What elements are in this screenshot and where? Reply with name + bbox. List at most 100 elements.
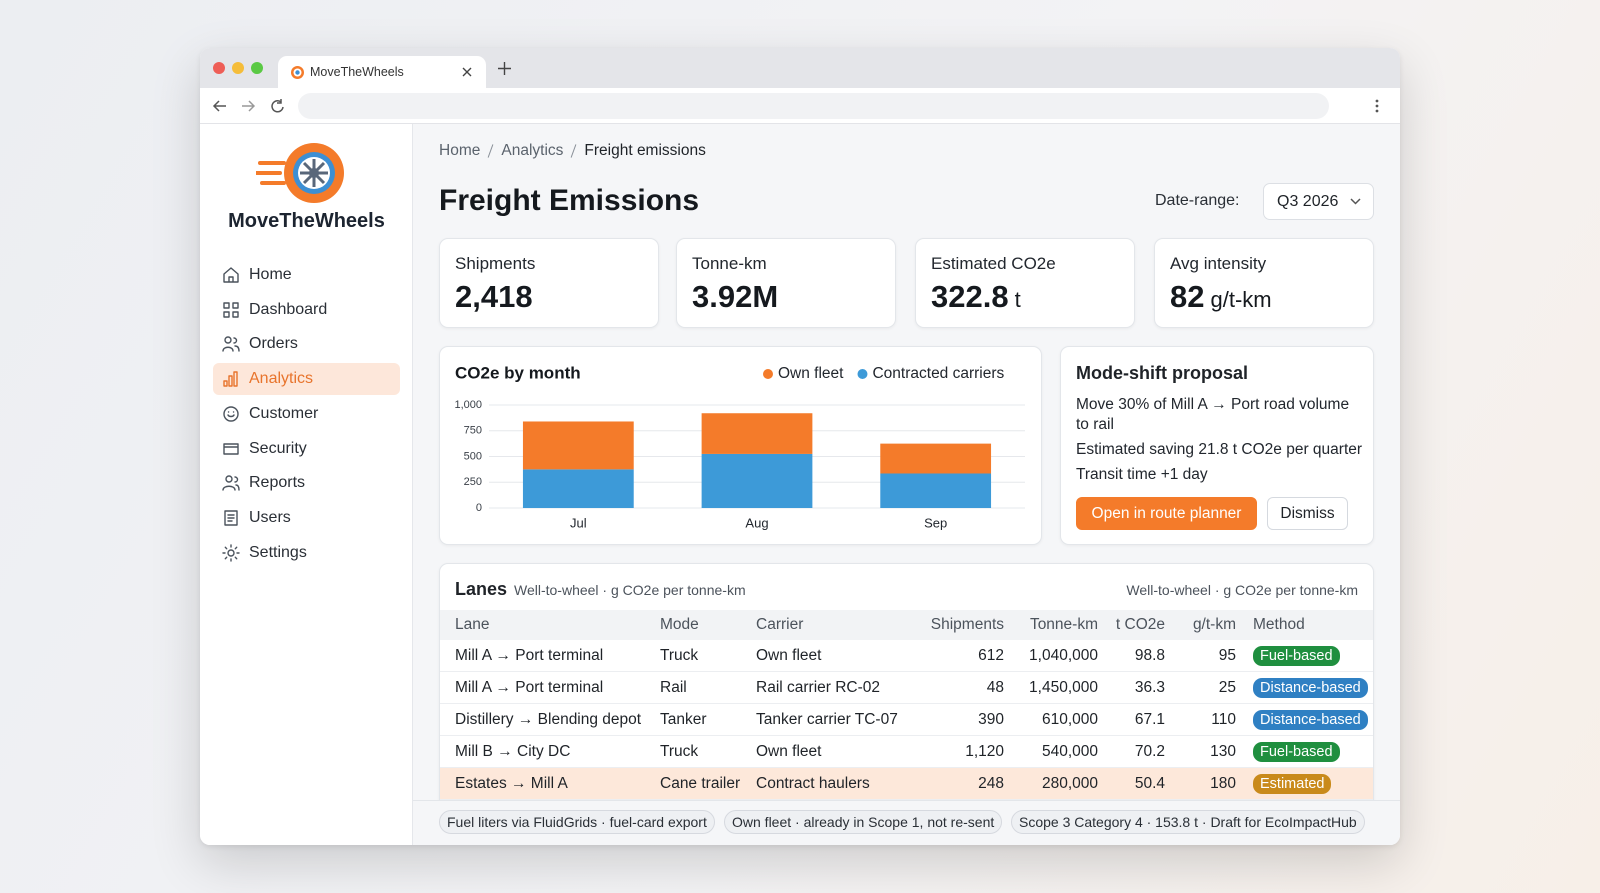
kpi-number: 82 [1170, 279, 1205, 314]
x-tick-label: Sep [924, 515, 947, 530]
bar-segment [522, 469, 634, 508]
table-cell: 67.1 [1134, 710, 1165, 728]
minimize-dot[interactable] [232, 62, 244, 74]
nav-item[interactable]: Home [213, 259, 400, 291]
kpi-value: 322.8 t [931, 279, 1021, 315]
chevron [1350, 198, 1361, 205]
column-header: Shipments [930, 616, 1004, 633]
table-row[interactable]: Mill A → Port terminal Truck Own fleet 612 1… [440, 640, 1373, 672]
table-cell: Rail carrier RC-02 [756, 678, 881, 696]
nav-item[interactable]: Security [213, 433, 400, 465]
y-tick-label: 500 [464, 450, 482, 462]
table-row[interactable]: Estates → Mill A Cane trailer Contract hau… [440, 768, 1373, 800]
column-header: g/t-km [1192, 616, 1236, 633]
open-route-planner[interactable]: Open in route planner [1076, 497, 1257, 530]
menu[interactable] [1374, 98, 1380, 114]
y-tick-label: 750 [464, 425, 482, 437]
icon-shape [222, 543, 240, 562]
breadcrumb-separator [487, 144, 494, 158]
table-cell: 280,000 [1041, 774, 1098, 792]
table-cell: 25 [1218, 678, 1236, 696]
close-dot[interactable] [213, 62, 225, 74]
back[interactable] [212, 100, 226, 112]
kpi-value: 82 g/t-km [1170, 279, 1272, 315]
proposal-line: Move 30% of Mill A → Port road volume to… [1076, 396, 1350, 433]
table-cell: Distillery → Blending depot [455, 710, 642, 728]
table-cell: Cane trailer [660, 774, 741, 792]
page-title: Freight Emissions [439, 184, 700, 217]
nav-item[interactable]: Reports [213, 467, 400, 499]
kpi-label: Shipments [455, 254, 536, 273]
legend-swatch [857, 369, 868, 379]
lanes-card: Lanes Well-to-wheel · g CO2e per tonne-k… [439, 563, 1374, 838]
table-cell: Truck [660, 646, 699, 664]
icon-shape [222, 475, 240, 491]
dismiss[interactable]: Dismiss [1267, 497, 1348, 530]
kpi-label: Estimated CO2e [931, 254, 1056, 273]
brand: MoveTheWheels [228, 210, 385, 232]
table-cell: 1,450,000 [1029, 678, 1098, 696]
new-tab[interactable] [498, 62, 511, 75]
bar-segment [701, 453, 813, 508]
forward[interactable] [242, 100, 256, 112]
table-cell: 48 [986, 678, 1004, 696]
maximize-dot[interactable] [251, 62, 263, 74]
table-cell: 610,000 [1041, 710, 1098, 728]
breadcrumb-item[interactable]: Analytics [501, 142, 564, 159]
footer-chip: Fuel liters via FluidGrids · fuel-card e… [439, 810, 715, 834]
address-row [200, 88, 1400, 124]
table-cell: 50.4 [1134, 774, 1165, 792]
lanes-subtitle: Well-to-wheel · g CO2e per tonne-km [514, 582, 746, 598]
table-row[interactable]: Mill A → Port terminal Rail Rail carrier R… [440, 672, 1373, 704]
nav-label: Security [249, 439, 307, 457]
nav-icon [223, 267, 239, 283]
kpi-value: 2,418 [455, 279, 533, 315]
sidebar [200, 124, 413, 845]
column-header: Carrier [756, 616, 804, 633]
url-bar[interactable] [298, 93, 1329, 119]
method-badge: Fuel-based [1253, 741, 1340, 762]
nav-label: Dashboard [249, 300, 328, 318]
table-row[interactable]: Distillery → Blending depot Tanker Tanker … [440, 704, 1373, 736]
tab-close[interactable] [462, 67, 472, 77]
kpi-label: Tonne-km [692, 254, 767, 273]
method-badge: Fuel-based [1253, 645, 1340, 666]
reload[interactable] [271, 99, 284, 113]
nav-icon [222, 336, 240, 353]
nav-item[interactable]: Customer [213, 398, 400, 430]
date-range-select[interactable]: Q3 2026 [1263, 183, 1374, 220]
icon-shape [223, 442, 239, 455]
method-cell: Estimated [1236, 773, 1373, 794]
kpi-number: 2,418 [455, 279, 533, 314]
nav-item[interactable]: Settings [213, 537, 400, 569]
table-cell: Own fleet [756, 742, 822, 760]
nav-item[interactable]: Dashboard [213, 294, 400, 326]
tab[interactable]: MoveTheWheels [278, 56, 486, 88]
proposal-card: Mode-shift proposal Move 30% of Mill A →… [1060, 346, 1374, 545]
table-row[interactable]: Mill B → City DC Truck Own fleet 1,120 540,0… [440, 736, 1373, 768]
proposal-lines: Move 30% of Mill A → Port road volume to… [1076, 395, 1366, 490]
table-cell: 110 [1211, 710, 1236, 728]
table-cell: Own fleet [756, 646, 822, 664]
table-cell: 36.3 [1134, 678, 1165, 696]
icon-shape [223, 267, 239, 283]
chart-title: CO2e by month [455, 363, 581, 382]
nav-item[interactable]: Orders [213, 328, 400, 360]
y-tick-label: 1,000 [454, 399, 482, 411]
table-cell: Tanker carrier TC-07 [756, 710, 898, 728]
icon-shape [223, 371, 238, 387]
table-cell: 98.8 [1134, 646, 1165, 664]
method-cell: Distance-based [1236, 709, 1373, 730]
method-badge: Estimated [1253, 773, 1332, 794]
table-cell: Tanker [660, 710, 707, 728]
nav-item[interactable]: Analytics [213, 363, 400, 396]
method-badge: Distance-based [1253, 709, 1368, 730]
nav-item[interactable]: Users [213, 502, 400, 534]
column-header: Method [1253, 616, 1305, 633]
breadcrumb-item: Freight emissions [584, 142, 706, 159]
table-cell: 612 [978, 646, 1004, 664]
legend-label: Contracted carriers [872, 365, 1004, 382]
kpi-label: Avg intensity [1170, 254, 1267, 273]
proposal-line: Transit time +1 day [1076, 466, 1208, 483]
breadcrumb-item[interactable]: Home [439, 142, 481, 159]
